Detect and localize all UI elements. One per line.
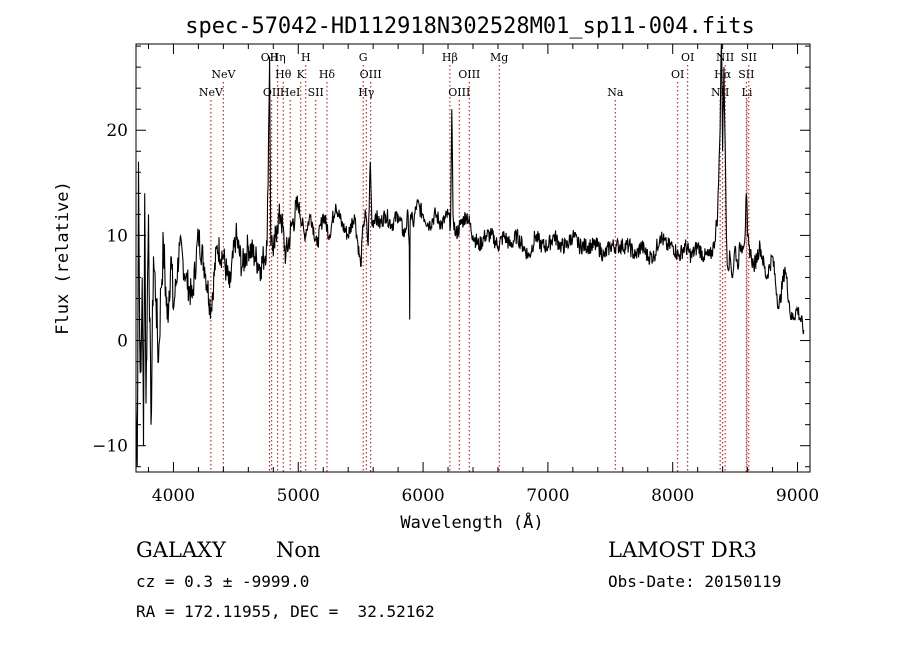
x-tick-label: 9000 bbox=[776, 486, 819, 506]
line-label: OI bbox=[681, 51, 694, 64]
redshift-line: cz = 0.3 ± -9999.0 bbox=[136, 572, 310, 591]
line-label: OI bbox=[671, 68, 684, 81]
line-label: Li bbox=[742, 86, 753, 99]
x-tick-label: 8000 bbox=[651, 486, 694, 506]
coordinates-line: RA = 172.11955, DEC = 32.52162 bbox=[136, 602, 435, 621]
line-label: Hθ bbox=[275, 68, 292, 81]
line-label: Hη bbox=[270, 51, 286, 64]
line-label: Hα bbox=[714, 68, 732, 81]
y-tick-label: −10 bbox=[92, 437, 128, 457]
line-label: Na bbox=[607, 86, 624, 99]
obs-date: Obs-Date: 20150119 bbox=[608, 572, 782, 591]
line-label: HeI bbox=[280, 86, 300, 99]
line-label: OIII bbox=[458, 68, 480, 81]
line-label: OII bbox=[263, 86, 281, 99]
x-tick-label: 6000 bbox=[401, 486, 444, 506]
x-tick-label: 4000 bbox=[152, 486, 195, 506]
line-label: SII bbox=[308, 86, 324, 99]
class-label: GALAXY bbox=[136, 538, 226, 562]
plot-frame bbox=[135, 43, 811, 473]
line-label: SII bbox=[741, 51, 757, 64]
axis-ticks: 4000 5000 6000 7000 8000 9000 −10 0 10 20 bbox=[92, 44, 819, 506]
y-axis-label: Flux (relative) bbox=[53, 181, 73, 335]
spectrum-line bbox=[135, 43, 805, 467]
y-tick-label: 0 bbox=[117, 332, 128, 352]
survey-label: LAMOST DR3 bbox=[608, 538, 757, 562]
x-tick-label: 5000 bbox=[277, 486, 320, 506]
line-label: H bbox=[301, 51, 311, 64]
line-label: OIII bbox=[448, 86, 470, 99]
line-label: G bbox=[359, 51, 368, 64]
line-markers: NeVNeVOIIOIIHηHθHeIKHSIIHδGHγOIIIHβOIIIO… bbox=[199, 51, 757, 472]
subclass-label: Non bbox=[276, 538, 321, 562]
line-label: Hδ bbox=[319, 68, 336, 81]
x-tick-label: 7000 bbox=[526, 486, 569, 506]
y-tick-label: 20 bbox=[106, 121, 128, 141]
line-label: NII bbox=[716, 51, 734, 64]
line-label: Hγ bbox=[358, 86, 375, 99]
line-label: SII bbox=[738, 68, 754, 81]
chart-title: spec-57042-HD112918N302528M01_sp11-004.f… bbox=[185, 14, 755, 39]
x-axis-label: Wavelength (Å) bbox=[400, 511, 543, 533]
line-label: K bbox=[297, 68, 306, 81]
line-label: OIII bbox=[360, 68, 382, 81]
line-label: Mg bbox=[490, 51, 508, 64]
line-label: Hβ bbox=[442, 51, 458, 64]
y-tick-label: 10 bbox=[106, 226, 128, 246]
line-label: NeV bbox=[211, 68, 236, 81]
line-label: NeV bbox=[199, 86, 224, 99]
